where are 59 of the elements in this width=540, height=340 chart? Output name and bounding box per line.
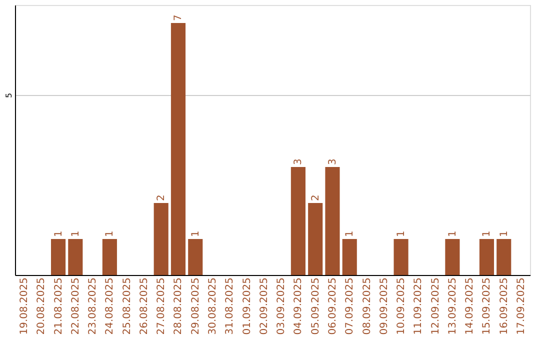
x-tick-label: 16.09.2025 bbox=[498, 278, 510, 335]
x-tick-label: 27.08.2025 bbox=[156, 278, 168, 335]
x-tick-label: 22.08.2025 bbox=[70, 278, 82, 335]
bar bbox=[479, 239, 494, 275]
data-label: 1 bbox=[498, 230, 510, 237]
x-tick-label: 07.09.2025 bbox=[344, 278, 356, 335]
x-tick-label: 02.09.2025 bbox=[258, 278, 270, 335]
y-tick-label: 5 bbox=[4, 92, 14, 98]
bar bbox=[394, 239, 408, 275]
bar bbox=[290, 167, 306, 275]
data-label: 1 bbox=[104, 230, 116, 237]
bar bbox=[188, 239, 203, 275]
x-tick-label: 28.08.2025 bbox=[173, 278, 184, 335]
x-tick-label: 20.08.2025 bbox=[36, 278, 48, 335]
x-tick-label: 10.09.2025 bbox=[396, 278, 408, 335]
x-tick-label: 03.09.2025 bbox=[276, 278, 288, 335]
bar bbox=[170, 23, 186, 275]
data-label: 1 bbox=[344, 230, 356, 237]
bar bbox=[325, 167, 340, 275]
x-tick-label: 11.09.2025 bbox=[413, 278, 424, 335]
bar bbox=[445, 239, 460, 275]
x-tick-label: 14.09.2025 bbox=[464, 278, 476, 335]
bar bbox=[68, 239, 83, 275]
x-tick-label: 15.09.2025 bbox=[482, 278, 493, 335]
x-tick-label: 01.09.2025 bbox=[242, 278, 253, 335]
bar bbox=[496, 239, 512, 275]
x-tick-label: 08.09.2025 bbox=[362, 278, 373, 335]
x-tick-label: 25.08.2025 bbox=[122, 278, 133, 335]
x-tick-label: 05.09.2025 bbox=[310, 278, 322, 335]
data-label: 2 bbox=[310, 194, 322, 201]
data-label: 2 bbox=[156, 194, 168, 201]
x-tick-label: 13.09.2025 bbox=[447, 278, 458, 335]
data-label: 3 bbox=[293, 158, 304, 165]
x-tick-label: 19.08.2025 bbox=[19, 278, 30, 335]
data-label: 1 bbox=[70, 230, 82, 237]
x-tick-label: 23.08.2025 bbox=[88, 278, 99, 335]
x-tick-label: 29.08.2025 bbox=[190, 278, 202, 335]
x-tick-label: 31.08.2025 bbox=[224, 278, 236, 335]
x-tick-label: 21.08.2025 bbox=[53, 278, 64, 335]
x-tick-label: 26.08.2025 bbox=[138, 278, 150, 335]
data-label: 1 bbox=[53, 230, 64, 237]
bar bbox=[154, 203, 168, 275]
x-tick-label: 12.09.2025 bbox=[430, 278, 442, 335]
data-label: 7 bbox=[173, 14, 184, 21]
x-tick-label: 09.09.2025 bbox=[378, 278, 390, 335]
x-tick-label: 17.09.2025 bbox=[516, 278, 528, 335]
x-tick-label: 06.09.2025 bbox=[327, 278, 338, 335]
bar bbox=[102, 239, 117, 275]
data-label: 3 bbox=[327, 158, 338, 165]
x-tick-label: 24.08.2025 bbox=[104, 278, 116, 335]
data-label: 1 bbox=[396, 230, 408, 237]
data-label: 1 bbox=[190, 230, 202, 237]
bar bbox=[50, 239, 66, 275]
data-label: 1 bbox=[482, 230, 493, 237]
bar bbox=[342, 239, 357, 275]
data-label: 1 bbox=[447, 230, 458, 237]
bar bbox=[308, 203, 323, 275]
x-tick-label: 04.09.2025 bbox=[293, 278, 304, 335]
x-tick-label: 30.08.2025 bbox=[208, 278, 219, 335]
